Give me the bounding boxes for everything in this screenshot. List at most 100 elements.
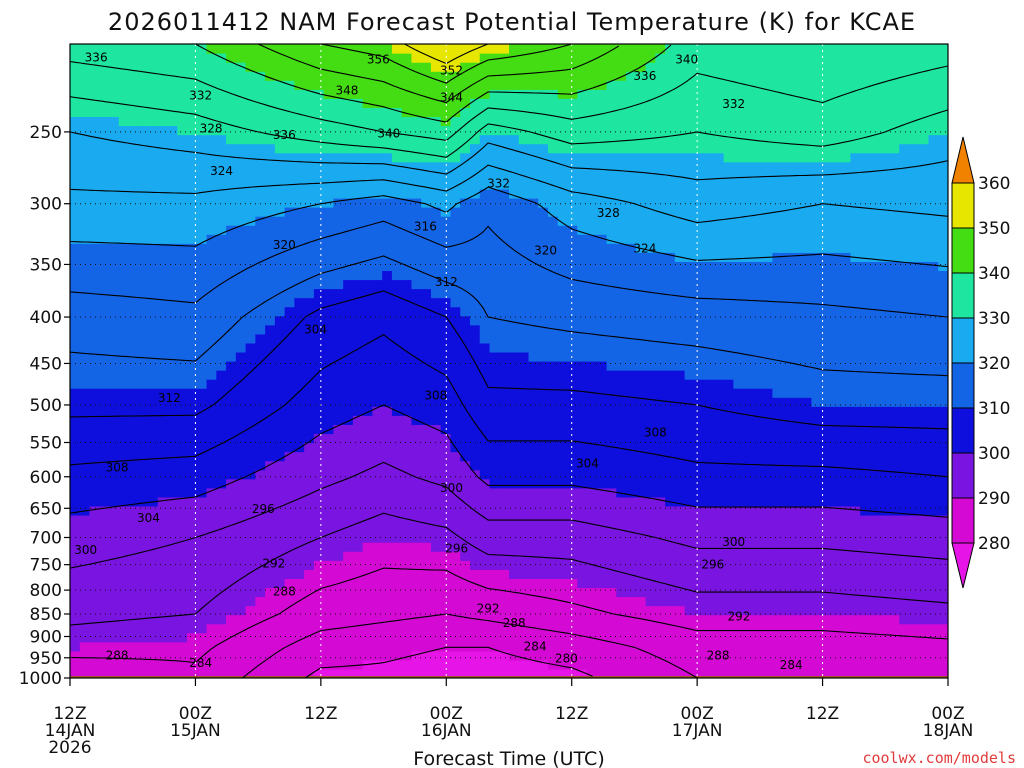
field-cell [489,342,500,353]
field-cell [70,243,81,253]
field-cell [762,551,773,561]
field-cell [255,406,266,416]
field-cell [187,252,198,262]
field-cell [704,614,715,625]
field-cell [99,270,110,281]
field-cell [343,333,354,344]
field-cell [655,542,666,552]
field-cell [460,216,471,226]
field-cell [304,650,315,661]
field-cell [128,207,139,217]
field-cell [294,478,305,489]
field-cell [304,596,315,607]
field-cell [382,279,393,290]
field-cell [421,342,432,353]
field-cell [372,406,383,416]
field-cell [304,225,315,235]
field-cell [577,71,588,81]
field-cell [235,44,247,54]
field-cell [255,243,266,253]
field-cell [294,351,305,362]
field-cell [723,668,734,678]
field-cell [635,315,647,326]
field-cell [157,424,169,435]
field-cell [743,143,754,154]
field-cell [294,569,305,579]
field-cell [411,188,422,199]
field-cell [352,668,364,678]
field-cell [752,533,764,543]
field-cell [655,107,666,118]
field-cell [499,188,510,199]
field-cell [89,406,100,416]
field-cell [635,116,647,127]
field-cell [616,125,627,136]
field-cell [138,668,149,678]
field-cell [479,496,491,507]
field-cell [70,623,81,634]
field-cell [372,306,383,317]
field-cell [509,659,520,670]
field-cell [587,569,598,579]
field-cell [723,134,734,145]
field-cell [216,134,227,145]
field-cell [265,605,276,616]
field-cell [323,170,334,181]
field-cell [479,71,491,81]
field-cell [206,524,217,534]
field-cell [177,551,188,561]
field-cell [655,116,666,127]
field-cell [304,252,315,262]
field-cell [70,80,81,90]
field-cell [157,533,169,543]
field-cell [343,659,354,670]
field-cell [323,62,334,72]
field-cell [128,397,139,407]
field-cell [128,569,139,579]
field-cell [596,44,608,54]
field-cell [450,252,461,262]
field-cell [440,134,452,145]
field-cell [665,243,676,253]
field-cell [616,650,627,661]
field-cell [157,379,169,389]
field-cell [499,605,510,616]
field-cell [684,415,695,425]
field-cell [450,415,461,425]
field-cell [528,496,539,507]
field-cell [694,659,705,670]
field-cell [352,433,364,444]
field-cell [674,370,686,380]
field-cell [206,641,217,652]
field-cell [704,306,715,317]
field-cell [255,80,266,90]
field-cell [469,188,481,199]
field-cell [440,288,452,299]
field-cell [635,125,647,136]
field-cell [89,596,100,607]
field-cell [274,216,286,226]
field-cell [313,243,325,253]
field-cell [518,397,530,407]
field-cell [684,569,695,579]
field-cell [635,478,647,489]
field-cell [157,569,169,579]
field-cell [294,361,305,371]
field-cell [206,116,217,127]
field-cell [655,234,666,244]
field-cell [362,632,374,643]
field-cell [148,62,159,72]
field-cell [362,324,374,335]
field-cell [509,216,520,226]
field-cell [635,388,647,398]
field-cell [265,542,276,552]
field-cell [79,107,91,118]
field-cell [118,116,130,127]
field-cell [479,207,491,217]
field-cell [665,551,676,561]
field-cell [587,80,598,90]
field-cell [372,225,383,235]
field-cell [528,560,539,570]
field-cell [274,234,286,244]
field-cell [733,533,744,543]
